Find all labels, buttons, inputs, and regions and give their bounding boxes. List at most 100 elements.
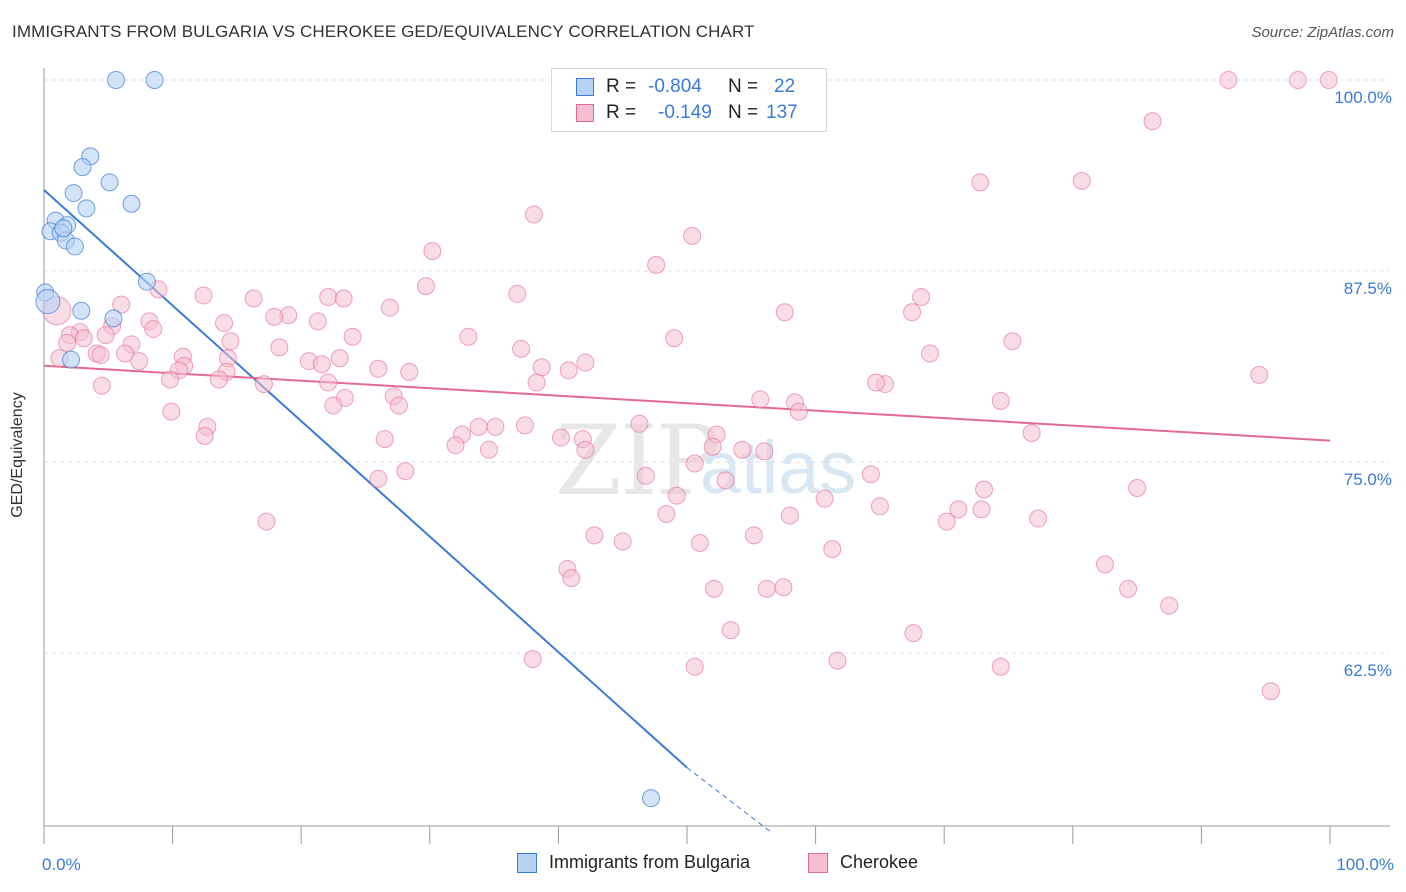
y-tick-label: 87.5%	[1344, 279, 1392, 298]
cherokee-point	[716, 471, 735, 490]
cherokee-point	[1219, 71, 1238, 89]
cherokee-point	[613, 532, 632, 551]
cherokee-point	[1072, 171, 1091, 190]
bulgaria-point	[107, 71, 126, 89]
r-label: R =	[606, 102, 637, 123]
cherokee-point	[823, 540, 842, 559]
bulgaria-point	[641, 789, 660, 808]
cherokee-point	[685, 454, 704, 473]
cherokee-point	[343, 327, 362, 346]
cherokee-point	[209, 370, 228, 389]
n-label: N =	[728, 102, 759, 123]
bulgaria-point	[122, 194, 141, 213]
cherokee-points	[42, 71, 1338, 701]
x-tick-label: 100.0%	[1336, 855, 1394, 874]
cherokee-point	[319, 287, 338, 306]
cherokee-point	[667, 486, 686, 505]
cherokee-point	[130, 352, 149, 371]
cherokee-point	[389, 396, 408, 415]
cherokee-point	[312, 355, 331, 374]
cherokee-point	[423, 242, 442, 261]
cherokee-swatch	[576, 104, 594, 122]
source-label: Source: ZipAtlas.com	[1251, 24, 1394, 41]
cherokee-point	[991, 391, 1010, 410]
legend-label: Immigrants from Bulgaria	[549, 852, 751, 872]
cherokee-point	[195, 427, 214, 446]
cherokee-point	[828, 651, 847, 670]
r-value: -0.804	[648, 76, 702, 97]
cherokee-point	[703, 437, 722, 456]
cherokee-point	[116, 344, 135, 363]
cherokee-point	[1143, 112, 1162, 131]
cherokee-point	[685, 657, 704, 676]
series-legend: Immigrants from Bulgaria Cherokee	[0, 852, 1406, 878]
cherokee-point	[1261, 682, 1280, 701]
cherokee-point	[757, 579, 776, 598]
cherokee-point	[721, 621, 740, 640]
cherokee-point	[551, 428, 570, 447]
cherokee-point	[369, 469, 388, 488]
cherokee-point	[319, 373, 338, 392]
cherokee-point	[576, 353, 595, 372]
cherokee-point	[774, 578, 793, 597]
cherokee-point	[585, 526, 604, 545]
bulgaria-point	[137, 272, 156, 291]
cherokee-point	[479, 440, 498, 459]
cherokee-point	[162, 402, 181, 421]
legend-item-bulgaria[interactable]: Immigrants from Bulgaria	[517, 852, 750, 873]
cherokee-point	[58, 333, 77, 352]
cherokee-point	[576, 440, 595, 459]
cherokee-point	[647, 255, 666, 274]
cherokee-trend-line	[43, 364, 1331, 442]
cherokee-point	[1319, 71, 1338, 89]
cherokee-point	[912, 287, 931, 306]
cherokee-point	[334, 289, 353, 308]
cherokee-point	[1160, 596, 1179, 615]
bulgaria-swatch	[576, 78, 594, 96]
cherokee-point	[636, 466, 655, 485]
cherokee-point	[705, 579, 724, 598]
axes	[43, 68, 1390, 844]
y-tick-label: 100.0%	[1334, 88, 1392, 107]
legend-item-cherokee[interactable]: Cherokee	[808, 852, 918, 873]
cherokee-point	[515, 416, 534, 435]
legend-row-bulgaria: R = -0.804 N = 22	[552, 74, 795, 100]
cherokee-point	[96, 326, 115, 345]
cherokee-point	[789, 402, 808, 421]
cherokee-point	[949, 500, 968, 519]
cherokee-point	[416, 277, 435, 296]
cherokee-point	[683, 226, 702, 245]
cherokee-point	[733, 440, 752, 459]
cherokee-point	[657, 504, 676, 523]
cherokee-point	[775, 303, 794, 322]
cherokee-point	[972, 500, 991, 519]
bulgaria-point	[72, 301, 91, 320]
cherokee-point	[1119, 579, 1138, 598]
bulgaria-point	[54, 219, 73, 238]
cherokee-point	[867, 373, 886, 392]
cherokee-point	[971, 173, 990, 192]
cherokee-point	[937, 512, 956, 531]
cherokee-point	[459, 327, 478, 346]
y-tick-label: 75.0%	[1344, 470, 1392, 489]
cherokee-point	[815, 489, 834, 508]
cherokee-point	[991, 657, 1010, 676]
cherokee-point	[1095, 555, 1114, 574]
cherokee-point	[380, 298, 399, 317]
cherokee-point	[92, 376, 111, 395]
cherokee-point	[265, 307, 284, 326]
cherokee-point	[257, 512, 276, 531]
cherokee-point	[975, 480, 994, 499]
cherokee-point	[369, 359, 388, 378]
cherokee-point	[524, 205, 543, 224]
r-label: R =	[606, 76, 637, 97]
y-axis-label: GED/Equivalency	[9, 392, 26, 518]
bulgaria-point	[145, 71, 164, 89]
cherokee-swatch	[808, 852, 828, 873]
cherokee-point	[308, 312, 327, 331]
bulgaria-point	[65, 237, 84, 256]
cherokee-point	[324, 396, 343, 415]
cherokee-point	[446, 436, 465, 455]
bulgaria-point	[62, 350, 81, 369]
cherokee-point	[870, 497, 889, 516]
